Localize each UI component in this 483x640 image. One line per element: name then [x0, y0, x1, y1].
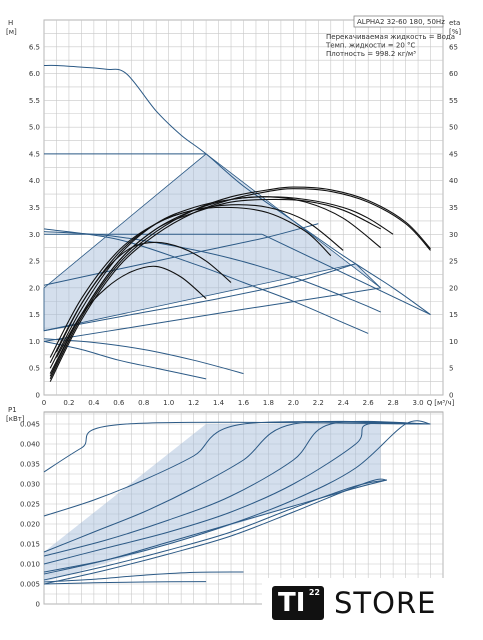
- x-tick-label: 1.6: [238, 399, 250, 407]
- efficiency-curve: [49, 188, 431, 382]
- y-tick-label: 3.5: [29, 204, 40, 212]
- head-curve: [43, 338, 244, 375]
- logo-text: STORE: [334, 586, 437, 620]
- x-axis-unit: [м³/ч]: [434, 399, 454, 407]
- x-tick-label: 1.8: [263, 399, 274, 407]
- efficiency-curve: [56, 241, 232, 353]
- y2-tick-label: 65: [449, 43, 458, 51]
- fluid-info-line: Темп. жидкости = 20 °C: [325, 42, 416, 50]
- x-tick-label: 0.6: [113, 399, 125, 407]
- y-tick-label: 0.015: [20, 541, 40, 549]
- y-tick-label: 0.5: [29, 365, 40, 373]
- power-curve: [43, 581, 207, 585]
- y2-tick-label: 40: [449, 177, 458, 185]
- power-curve: [43, 571, 244, 583]
- y-axis-label: P1: [8, 406, 17, 414]
- x-tick-label: 2.8: [388, 399, 399, 407]
- head-curve: [261, 233, 431, 316]
- y-tick-label: 0.025: [20, 501, 40, 509]
- y-tick-label: 1.0: [29, 338, 40, 346]
- x-tick-label: 0.2: [63, 399, 74, 407]
- y-tick-label: 4.5: [29, 150, 40, 158]
- x-tick-label: 2.6: [363, 399, 375, 407]
- y-tick-label: 0.030: [20, 481, 40, 489]
- head-curve: [43, 263, 356, 332]
- head-curve: [43, 228, 369, 334]
- x-axis-label: Q: [427, 399, 433, 407]
- y-tick-label: 0.045: [20, 421, 40, 429]
- y-axis-unit: [м]: [6, 28, 17, 36]
- x-tick-label: 0.8: [138, 399, 149, 407]
- y2-axis-label: eta: [449, 19, 460, 27]
- power-curve: [43, 479, 387, 581]
- y-tick-label: 0.005: [20, 581, 40, 589]
- power-curve: [43, 478, 387, 585]
- y-tick-label: 6.0: [29, 70, 40, 78]
- head-curve: [43, 340, 207, 380]
- fluid-info-line: Перекачиваемая жидкость = Вода: [326, 33, 455, 41]
- efficiency-curve: [49, 186, 431, 380]
- y-tick-label: 4.0: [29, 177, 40, 185]
- y2-tick-label: 20: [449, 284, 458, 292]
- x-tick-label: 2.2: [313, 399, 324, 407]
- power-curve: [43, 422, 431, 565]
- x-tick-label: 1.4: [213, 399, 225, 407]
- power-panel: 0 0.005 0.010 0.015 0.020 0.025 0.030 0.035 0.04…: [6, 406, 444, 609]
- x-tick-label: 2.0: [288, 399, 299, 407]
- efficiency-curve: [56, 265, 207, 358]
- y2-tick-label: 0: [449, 392, 453, 400]
- fluid-info-line: Плотность = 998.2 кг/м³: [326, 50, 416, 58]
- y-axis-unit: [кВт]: [6, 415, 25, 423]
- x-tick-label: 0: [42, 399, 46, 407]
- y-tick-label: 3.0: [29, 231, 40, 239]
- logo-superscript: 22: [308, 588, 320, 597]
- head-curve: [43, 64, 431, 316]
- y-axis-label: H: [8, 19, 13, 27]
- y-tick-label: 0.040: [20, 441, 40, 449]
- store-logo: TI 22 STORE: [262, 578, 454, 628]
- y2-tick-label: 55: [449, 97, 458, 105]
- y2-tick-label: 5: [449, 365, 453, 373]
- head-curve: [43, 223, 319, 286]
- model-label: ALPHA2 32-60 180, 50Hz: [357, 18, 445, 26]
- y2-tick-label: 15: [449, 311, 458, 319]
- y-tick-label: 6.5: [29, 43, 40, 51]
- y-tick-label: 1.5: [29, 311, 40, 319]
- x-tick-label: 0.4: [88, 399, 100, 407]
- power-curve: [43, 420, 431, 553]
- x-tick-label: 3.0: [412, 399, 423, 407]
- y2-tick-label: 10: [449, 338, 458, 346]
- y-tick-label: 0: [36, 392, 40, 400]
- x-tick-label: 1.2: [188, 399, 199, 407]
- y2-tick-label: 25: [449, 258, 458, 266]
- logo-mark: TI 22: [272, 586, 324, 620]
- power-curve: [43, 420, 431, 557]
- y2-tick-label: 60: [449, 70, 458, 78]
- y-tick-label: 2.5: [29, 258, 40, 266]
- head-efficiency-panel: 0 0.5 1.0 1.5 2.0 2.5 3.0 3.5 4.0 4.5 5.0 5.5 6.0 6.5…: [6, 15, 461, 407]
- head-curve: [43, 287, 381, 342]
- y2-tick-label: 35: [449, 204, 458, 212]
- efficiency-curve: [49, 206, 332, 358]
- y-tick-label: 5.5: [29, 97, 40, 105]
- x-tick-label: 2.4: [338, 399, 350, 407]
- logo-mark-text: TI: [278, 588, 306, 618]
- operating-range-area: [43, 153, 381, 332]
- y-tick-label: 0: [36, 601, 40, 609]
- model-box: [353, 15, 444, 28]
- y2-tick-label: 50: [449, 124, 458, 132]
- y-tick-label: 0.035: [20, 461, 40, 469]
- y-tick-label: 5.0: [29, 124, 40, 132]
- y2-axis-unit: [%]: [449, 28, 461, 36]
- y-tick-label: 0.020: [20, 521, 40, 529]
- power-curve: [43, 479, 388, 575]
- x-tick-label: 1.0: [163, 399, 174, 407]
- head-curve: [43, 231, 381, 313]
- y2-tick-label: 45: [449, 150, 458, 158]
- efficiency-curve: [49, 196, 382, 369]
- y-tick-label: 2.0: [29, 284, 40, 292]
- y2-tick-label: 30: [449, 231, 458, 239]
- y-tick-label: 0.010: [20, 561, 40, 569]
